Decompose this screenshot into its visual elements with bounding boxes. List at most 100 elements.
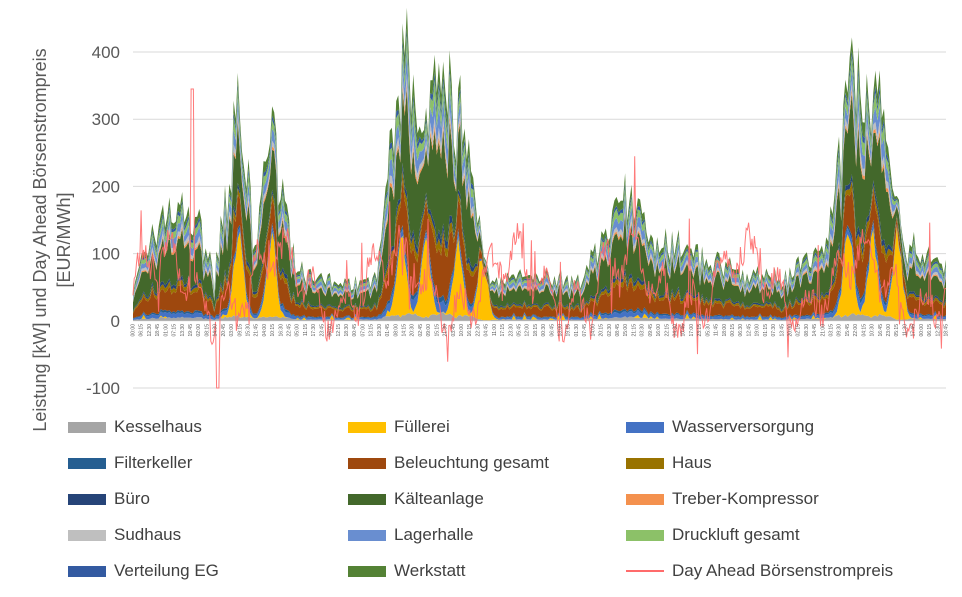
legend-label: Kesselhaus bbox=[114, 417, 202, 436]
x-tick-label: 22:00 bbox=[853, 324, 859, 337]
area-kesselhaus bbox=[133, 311, 946, 321]
legend-label: Filterkeller bbox=[114, 453, 193, 472]
x-tick-label: 16:00 bbox=[656, 324, 662, 337]
x-tick-label: 18:45 bbox=[944, 324, 950, 337]
x-tick-label: 11:45 bbox=[714, 324, 720, 336]
x-tick-label: 09:30 bbox=[837, 324, 843, 337]
x-tick-label: 10:45 bbox=[681, 324, 687, 337]
gridlines bbox=[133, 51, 946, 389]
legend-swatch bbox=[68, 529, 106, 541]
x-tick-label: 06:15 bbox=[139, 324, 145, 337]
x-tick-label: 21:15 bbox=[631, 324, 637, 337]
stacked-areas bbox=[133, 7, 946, 321]
x-tick-label: 05:15 bbox=[894, 324, 900, 337]
x-tick-label: 12:30 bbox=[147, 324, 153, 337]
x-tick-label: 12:30 bbox=[935, 324, 941, 337]
x-tick-label: 03:45 bbox=[451, 324, 457, 337]
x-tick-label: 05:45 bbox=[516, 324, 522, 337]
x-tick-label: 12:00 bbox=[525, 324, 531, 337]
x-tick-label: 08:15 bbox=[204, 324, 210, 337]
x-tick-label: 21:00 bbox=[820, 324, 826, 337]
legend-label: Büro bbox=[114, 489, 150, 508]
x-tick-label: 13:15 bbox=[369, 324, 375, 337]
x-tick-label: 16:15 bbox=[467, 324, 473, 337]
x-tick-label: 04:00 bbox=[262, 324, 268, 337]
legend-item: Büro bbox=[68, 488, 150, 510]
x-tick-label: 21:30 bbox=[443, 324, 449, 337]
x-tick-label: 03:00 bbox=[229, 324, 235, 337]
legend-label: Kälteanlage bbox=[394, 489, 484, 508]
x-tick-label: 02:30 bbox=[607, 324, 613, 337]
area-kälteanlage bbox=[133, 88, 946, 312]
legend-swatch bbox=[348, 493, 386, 505]
legend-item: Druckluft gesamt bbox=[626, 524, 800, 546]
x-tick-label: 23:00 bbox=[886, 324, 892, 337]
legend-label: Lagerhalle bbox=[394, 525, 474, 544]
x-tick-label: 15:30 bbox=[245, 324, 251, 337]
x-tick-label: 10:15 bbox=[270, 324, 276, 337]
y-tick-label: 100 bbox=[92, 245, 120, 264]
x-tick-label: 01:45 bbox=[385, 324, 391, 337]
x-tick-label: 06:00 bbox=[328, 324, 334, 337]
legend-item: Kesselhaus bbox=[68, 416, 202, 438]
x-tick-label: 17:30 bbox=[311, 324, 317, 337]
legend-label: Day Ahead Börsenstrompreis bbox=[672, 561, 894, 580]
x-tick-label: 00:00 bbox=[131, 324, 137, 337]
x-tick-label: 02:45 bbox=[418, 324, 424, 337]
x-tick-label: 19:45 bbox=[188, 324, 194, 337]
x-tick-label: 00:15 bbox=[730, 324, 736, 337]
legend-swatch bbox=[348, 457, 386, 469]
x-tick-label: 16:45 bbox=[878, 324, 884, 337]
legend-item: Treber-Kompressor bbox=[626, 488, 819, 510]
legend-label: Beleuchtung gesamt bbox=[394, 453, 549, 472]
x-tick-label: 00:45 bbox=[352, 324, 358, 337]
legend-item: Filterkeller bbox=[68, 452, 192, 474]
x-tick-label: 08:45 bbox=[615, 324, 621, 337]
x-tick-label: 02:00 bbox=[196, 324, 202, 337]
legend-item: Day Ahead Börsenstrompreis bbox=[626, 560, 893, 582]
legend-label: Wasserversorgung bbox=[672, 417, 815, 436]
x-tick-label: 09:00 bbox=[426, 324, 432, 337]
legend-swatch bbox=[626, 421, 664, 433]
x-tick-label: 00:30 bbox=[541, 324, 547, 337]
legend-label: Füllerei bbox=[394, 417, 450, 436]
y-tick-label: 200 bbox=[92, 177, 120, 196]
x-tick-label: 07:00 bbox=[360, 324, 366, 337]
x-tick-label: 11:15 bbox=[303, 324, 309, 336]
area-füllerei bbox=[133, 225, 946, 321]
legend-item: Lagerhalle bbox=[348, 524, 473, 546]
x-tick-label: 17:15 bbox=[500, 324, 506, 337]
legend-swatch bbox=[68, 457, 106, 469]
legend-label: Treber-Kompressor bbox=[672, 489, 819, 508]
x-tick-label: 17:00 bbox=[689, 324, 695, 337]
legend-item: Sudhaus bbox=[68, 524, 181, 546]
x-tick-label: 20:00 bbox=[787, 324, 793, 337]
x-tick-label: 10:30 bbox=[870, 324, 876, 337]
x-tick-label: 01:15 bbox=[763, 324, 769, 337]
x-tick-label: 23:45 bbox=[319, 324, 325, 337]
x-tick-label: 14:30 bbox=[213, 324, 219, 337]
x-tick-label: 19:15 bbox=[566, 324, 572, 337]
x-tick-label: 07:15 bbox=[172, 324, 178, 337]
x-tick-label: 04:45 bbox=[484, 324, 490, 337]
x-tick-label: 20:45 bbox=[221, 324, 227, 337]
x-tick-label: 13:30 bbox=[180, 324, 186, 337]
legend-label: Druckluft gesamt bbox=[672, 525, 800, 544]
x-tick-label: 21:45 bbox=[254, 324, 260, 337]
x-tick-label: 15:15 bbox=[434, 324, 440, 337]
x-tick-label: 01:30 bbox=[574, 324, 580, 337]
x-axis-ticks: 00:00 06:15 12:30 18:45 01:00 07:15 13:30 19:45… bbox=[131, 324, 950, 337]
x-tick-label: 08:00 bbox=[393, 324, 399, 337]
y-axis-title-line2: [EUR/MWh] bbox=[54, 192, 74, 287]
x-tick-label: 07:45 bbox=[582, 324, 588, 337]
y-tick-label: 0 bbox=[111, 312, 120, 331]
x-tick-label: 17:45 bbox=[911, 324, 917, 337]
x-tick-label: 22:30 bbox=[475, 324, 481, 337]
legend-item: Haus bbox=[626, 452, 712, 474]
x-tick-label: 14:45 bbox=[812, 324, 818, 337]
y-tick-label: -100 bbox=[86, 379, 120, 398]
x-tick-label: 18:45 bbox=[155, 324, 161, 337]
price-line-layer bbox=[132, 88, 947, 389]
x-tick-label: 10:00 bbox=[459, 324, 465, 337]
